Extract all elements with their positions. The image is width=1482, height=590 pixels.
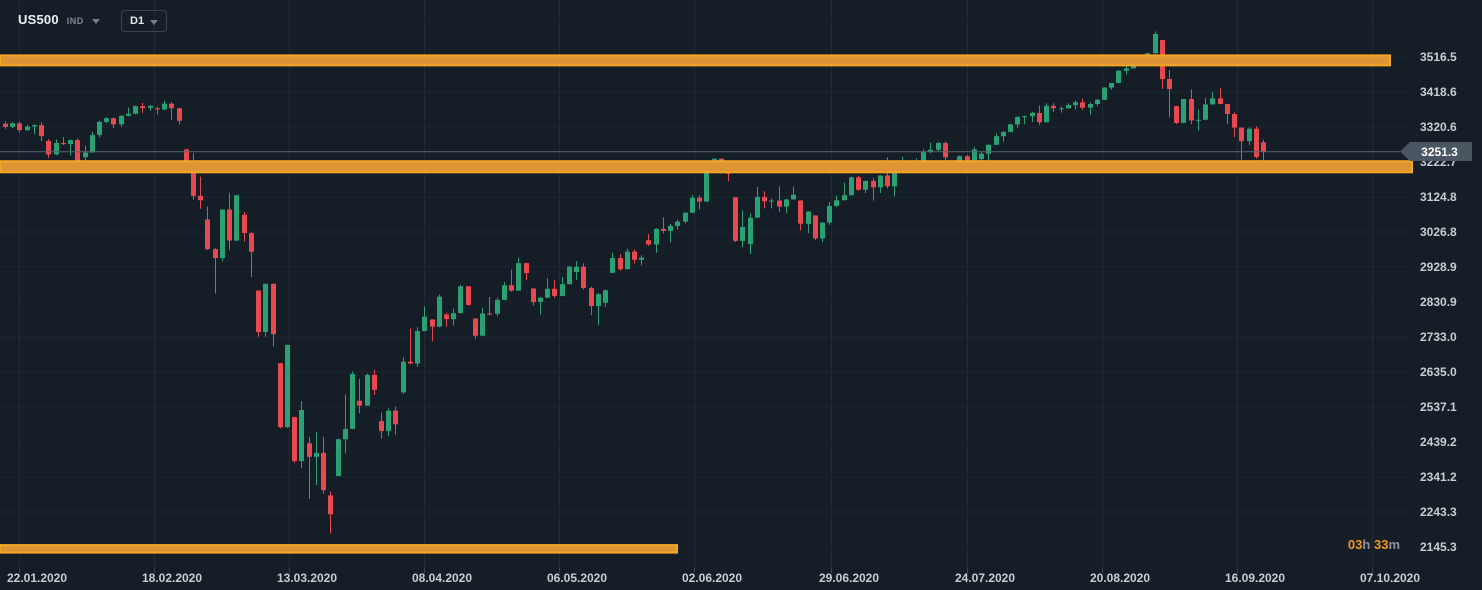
countdown-minutes: 33: [1373, 537, 1389, 552]
price-axis-label: 2733.0: [1420, 330, 1457, 344]
date-axis-label: 06.05.2020: [546, 571, 608, 585]
support-zone-bottom[interactable]: [0, 544, 678, 554]
symbol-selector[interactable]: US500 IND: [18, 12, 100, 27]
price-axis-label: 2341.2: [1420, 470, 1457, 484]
symbol-market-type: IND: [66, 15, 84, 26]
date-axis-label: 13.03.2020: [276, 571, 338, 585]
date-axis-label: 08.04.2020: [411, 571, 473, 585]
price-axis-label: 3516.5: [1420, 50, 1457, 64]
current-price-badge: 3251.3: [1400, 142, 1472, 161]
date-axis-label: 18.02.2020: [141, 571, 203, 585]
price-axis-label: 2537.1: [1420, 400, 1457, 414]
date-axis-label: 22.01.2020: [6, 571, 68, 585]
price-axis-label: 2830.9: [1420, 295, 1457, 309]
price-axis-label: 2145.3: [1420, 540, 1457, 554]
price-axis-label: 2635.0: [1420, 365, 1457, 379]
timeframe-selector[interactable]: D1: [121, 10, 168, 32]
date-axis-label: 07.10.2020: [1359, 571, 1421, 585]
date-axis-label: 24.07.2020: [954, 571, 1016, 585]
price-axis-label: 2439.2: [1420, 435, 1457, 449]
countdown-hours-unit: h: [1362, 537, 1371, 552]
gridlines-layer: [19, 0, 1373, 573]
timeframe-label: D1: [130, 15, 145, 27]
bar-close-countdown: 03h 33m: [1348, 537, 1400, 552]
resistance-zone-mid[interactable]: [0, 160, 1413, 174]
price-axis-label: 3418.6: [1420, 85, 1457, 99]
date-axis-label: 20.08.2020: [1089, 571, 1151, 585]
symbol-name: US500: [18, 12, 59, 27]
date-axis-label: 29.06.2020: [818, 571, 880, 585]
price-axis-label: 2928.9: [1420, 260, 1457, 274]
countdown-hours: 03: [1347, 537, 1363, 552]
time-axis[interactable]: 22.01.2020 18.02.2020 13.03.2020 08.04.2020…: [0, 568, 1482, 590]
price-axis[interactable]: 3516.5 3418.6 3320.6 3222.7 3124.8 3026.8 2928…: [1410, 0, 1482, 568]
resistance-zone-top[interactable]: [0, 54, 1391, 67]
price-axis-label: 3320.6: [1420, 120, 1457, 134]
date-axis-label: 16.09.2020: [1224, 571, 1286, 585]
price-axis-label: 3124.8: [1420, 190, 1457, 204]
chevron-down-icon: [91, 18, 100, 24]
candles-layer: [3, 31, 1266, 534]
chevron-down-icon: [150, 20, 159, 25]
price-axis-label: 2243.3: [1420, 505, 1457, 519]
countdown-minutes-unit: m: [1388, 537, 1400, 552]
date-axis-label: 02.06.2020: [681, 571, 743, 585]
price-axis-label: 3026.8: [1420, 225, 1457, 239]
